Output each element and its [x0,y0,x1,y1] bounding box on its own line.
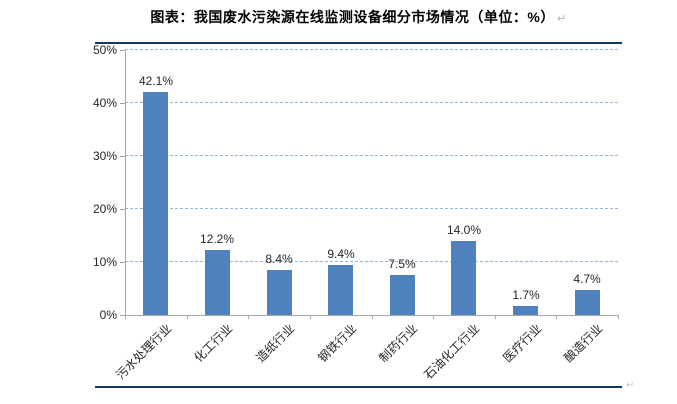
x-category-label: 造纸行业 [253,321,298,366]
bar-钢铁行业 [328,265,353,315]
x-category-label: 污水处理行业 [113,321,175,383]
y-axis-tick [120,156,125,157]
y-axis-line [125,50,126,315]
x-axis-tick [372,315,373,319]
x-axis-tick [125,315,126,319]
bar-酿造行业 [575,290,600,315]
paragraph-end-icon: ↵ [626,380,635,391]
x-category-label: 酿造行业 [561,321,606,366]
bar-value-label: 7.5% [388,257,416,271]
x-axis-tick [187,315,188,319]
paragraph-return-icon: ↵ [556,13,567,25]
x-axis-tick [310,315,311,319]
bar-造纸行业 [267,270,292,315]
x-category-label: 制药行业 [376,321,421,366]
y-axis-tick [120,209,125,210]
y-gridline [125,102,618,103]
y-axis-tick-label: 10% [92,255,117,269]
x-axis-tick [248,315,249,319]
y-axis-tick [120,103,125,104]
top-border-rule [95,42,622,44]
x-axis-tick [495,315,496,319]
y-gridline [125,261,618,262]
bar-化工行业 [205,250,230,315]
bar-value-label: 14.0% [446,223,482,237]
bar-制药行业 [390,275,415,315]
bar-value-label: 8.4% [265,252,293,266]
chart-title: 图表：我国废水污染源在线监测设备细分市场情况（单位：%） ↵ [95,7,622,27]
x-category-label: 医疗行业 [500,321,545,366]
bar-石油化工行业 [451,241,476,315]
bar-value-label: 42.1% [138,74,174,88]
y-axis-tick-label: 40% [92,96,117,110]
x-category-label: 钢铁行业 [315,321,360,366]
y-gridline [125,155,618,156]
y-axis-tick-label: 50% [92,43,117,57]
x-axis-tick [618,315,619,319]
bar-医疗行业 [513,306,538,315]
y-axis-tick-label: 20% [92,202,117,216]
bar-value-label: 9.4% [327,247,355,261]
bar-value-label: 12.2% [199,232,235,246]
y-gridline [125,208,618,209]
x-axis-tick [433,315,434,319]
bar-污水处理行业 [143,92,168,315]
y-axis-tick-label: 0% [99,308,117,322]
bottom-border-rule [95,386,622,388]
x-category-label: 化工行业 [191,321,236,366]
y-axis-tick [120,315,125,316]
y-axis-tick [120,50,125,51]
y-axis-tick [120,262,125,263]
chart-title-text: 图表：我国废水污染源在线监测设备细分市场情况（单位：%） [150,9,555,25]
x-axis-tick [556,315,557,319]
bar-value-label: 1.7% [512,288,540,302]
y-axis-tick-label: 30% [92,149,117,163]
x-category-label: 石油化工行业 [421,321,483,383]
y-gridline [125,49,618,50]
bar-value-label: 4.7% [573,272,601,286]
